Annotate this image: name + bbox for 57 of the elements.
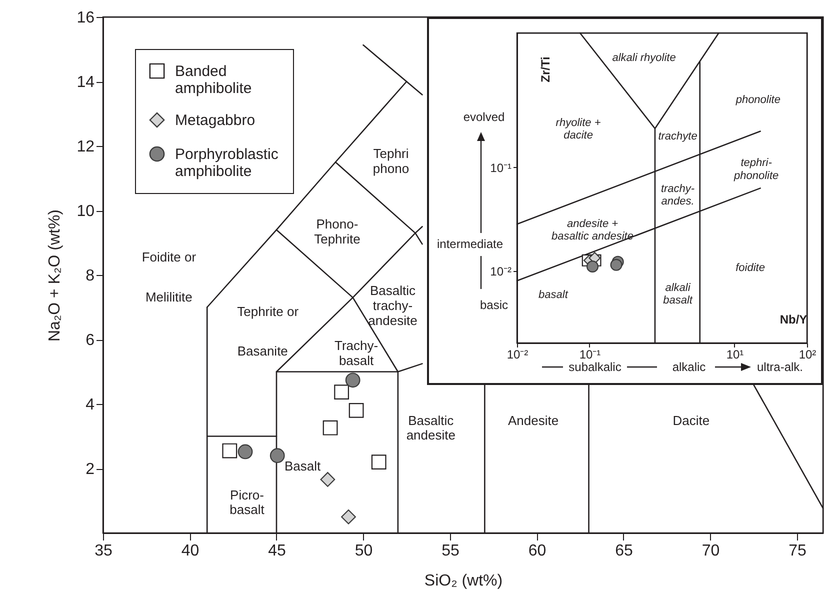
annotation: Basaltic andesite [406,412,456,443]
annotation: Trachy- basalt [334,338,378,368]
y-axis-title: Na₂O + K₂O (wt%) [46,210,64,342]
x-tick-label: 40 [181,542,200,560]
annotation: Picro- basalt [230,487,265,518]
legend-label: Metagabbro [175,112,256,129]
x-tick-label: 10⁻² [506,348,528,362]
x-tick-label: 50 [354,542,373,560]
annotation: ultra-alk. [756,360,804,374]
annotation: Andesite [508,412,559,428]
x-tick-label: 70 [702,542,720,560]
x-tick-label: 75 [788,542,806,560]
annotation: alkali rhyolite [612,52,676,64]
annotation: rhyolite + dacite [556,116,602,142]
annotation: intermediate [436,237,504,251]
annotation: alkali basalt [663,282,694,307]
y-tick-label: 12 [76,138,95,156]
x-tick-label: 10⁻¹ [579,348,601,362]
x-tick-label: 10² [798,348,816,362]
annotation: phonolite [734,94,780,106]
x-tick-label: 10¹ [726,348,744,362]
annotation: tephri- phonolite [732,157,779,182]
annotation: trachy- andes. [660,182,695,208]
annotation: foidite [736,262,765,274]
annotation: evolved [463,110,505,124]
annotation: basalt [538,289,569,302]
y-tick-label: 2 [86,461,95,478]
annotation: Basaltic trachy- andesite [368,283,418,328]
x-tick-label: 45 [268,542,286,560]
x-axis-title: SiO₂ (wt%) [424,572,503,590]
annotation: Dacite [672,412,710,428]
annotation: basic [480,298,508,312]
y-tick-label: 10 [76,203,95,220]
annotation: Basanite [237,343,288,358]
y-tick-label: 6 [86,332,95,349]
annotation: subalkalic [568,360,622,374]
annotation: Tephri phono [372,146,410,176]
annotation: trachyte [658,130,698,142]
y-tick-label: 14 [76,74,95,91]
annotation: Tephrite or [237,304,300,319]
x-tick-label: 35 [94,542,112,560]
x-tick-label: 55 [442,542,460,560]
legend-label: Banded amphibolite [175,63,252,97]
annotation: alkalic [672,360,706,374]
annotation: Foidite or [142,249,197,264]
annotation: Melilitite [145,290,192,305]
y-tick-label: 4 [86,396,95,414]
annotation: andesite + basaltic andesite [552,218,634,242]
annotation: Basalt [284,458,321,474]
y-tick-label: 16 [76,10,95,26]
annotation: Phono- Tephrite [314,216,360,246]
legend-label: Porphyroblastic amphibolite [175,146,279,180]
y-axis-title: Zr/Ti [538,56,552,82]
x-tick-label: 65 [615,542,633,560]
y-tick-label: 8 [86,268,95,284]
x-tick-label: 60 [528,542,546,560]
x-axis-title: Nb/Y [780,312,808,326]
